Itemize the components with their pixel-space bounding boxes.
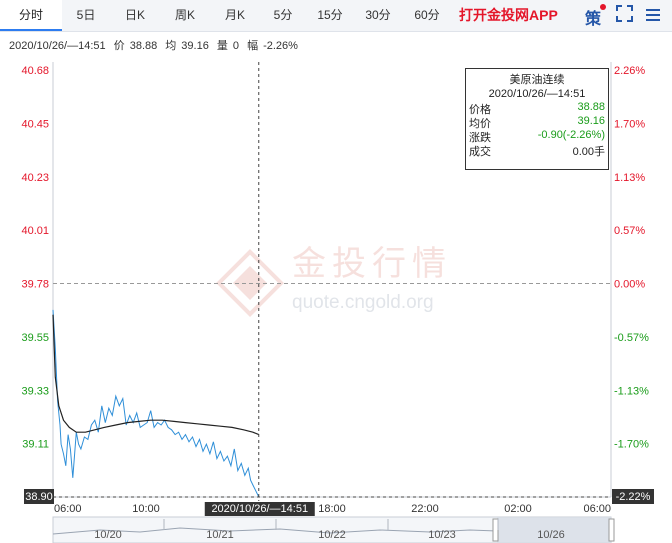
y-tick-label: 39.78 bbox=[21, 279, 49, 291]
tooltip-row-value: 38.88 bbox=[577, 101, 605, 113]
period-tab-bar: 分时 5日 日K 周K 月K 5分 15分 30分 60分 打开金投网APP 策 bbox=[0, 0, 672, 32]
notification-dot-icon bbox=[600, 4, 606, 10]
tooltip-datetime: 2020/10/26/—14:51 bbox=[488, 88, 586, 100]
watermark: 金投行情 quote.cngold.org bbox=[216, 245, 452, 317]
fullscreen-icon[interactable] bbox=[616, 5, 633, 22]
policy-icon[interactable]: 策 bbox=[585, 9, 602, 28]
pct-tick-label: -1.70% bbox=[614, 439, 649, 451]
watermark-url: quote.cngold.org bbox=[292, 292, 434, 313]
info-price-label: 价 bbox=[113, 40, 125, 52]
info-volume-label: 量 bbox=[216, 40, 228, 52]
y-tick-label: 39.33 bbox=[21, 385, 49, 397]
price-series-line bbox=[52, 309, 260, 498]
pct-tick-label: 2.26% bbox=[614, 65, 645, 77]
y-tick-label: 40.01 bbox=[21, 225, 49, 237]
tooltip-row-label: 均价 bbox=[469, 118, 491, 130]
x-tick-label: 02:00 bbox=[504, 503, 532, 515]
tooltip-row-label: 涨跌 bbox=[469, 132, 491, 144]
time-navigator[interactable]: 10/20 10/21 10/22 10/23 10/26 bbox=[52, 516, 615, 543]
tab-15min[interactable]: 15分 bbox=[317, 8, 343, 22]
info-avg-label: 均 bbox=[165, 40, 177, 52]
info-datetime: 2020/10/26/—14:51 bbox=[9, 40, 106, 52]
info-change: -2.26% bbox=[263, 40, 298, 52]
tab-weekly-k[interactable]: 周K bbox=[174, 8, 195, 22]
navigator-right-handle bbox=[608, 518, 615, 542]
navigator-date-label: 10/26 bbox=[537, 529, 565, 541]
tooltip-row-value: -0.90(-2.26%) bbox=[537, 129, 605, 141]
x-tick-label: 06:00 bbox=[54, 503, 82, 515]
tooltip-box: 美原油连续 2020/10/26/—14:51 价格 38.88 均价 39.1… bbox=[465, 68, 609, 170]
tab-monthly-k[interactable]: 月K bbox=[224, 8, 245, 22]
tab-intraday[interactable]: 分时 bbox=[0, 0, 62, 31]
tab-5day[interactable]: 5日 bbox=[76, 8, 96, 22]
y-tick-label: 40.23 bbox=[21, 172, 49, 184]
y-tick-label: 39.11 bbox=[22, 439, 49, 451]
pct-tick-label: 1.70% bbox=[614, 118, 645, 130]
watermark-title: 金投行情 bbox=[292, 245, 452, 283]
tooltip-row: 成交 0.00手 bbox=[466, 143, 608, 158]
crosshair-pct-label-box bbox=[612, 489, 654, 504]
pct-tick-label: -0.57% bbox=[614, 332, 649, 344]
navigator-date-label: 10/20 bbox=[94, 529, 122, 541]
crosshair-x-label-box bbox=[204, 502, 315, 516]
tooltip-row-value: 39.16 bbox=[577, 115, 605, 127]
navigator-selection bbox=[497, 517, 611, 543]
tooltip-row-value: 0.00手 bbox=[572, 146, 605, 158]
navigator-date-label: 10/22 bbox=[318, 529, 346, 541]
tooltip-row-label: 价格 bbox=[469, 104, 491, 116]
tooltip-row: 均价 39.16 bbox=[466, 115, 608, 130]
tab-30min[interactable]: 30分 bbox=[365, 8, 391, 22]
average-series-line bbox=[52, 314, 260, 436]
tab-5min[interactable]: 5分 bbox=[273, 8, 293, 22]
menu-icon[interactable] bbox=[646, 9, 660, 21]
y-tick-label: 40.68 bbox=[21, 65, 49, 77]
tooltip-row: 价格 38.88 bbox=[466, 101, 608, 116]
crosshair-y-label-box bbox=[24, 489, 54, 504]
info-volume: 0 bbox=[232, 40, 240, 52]
tooltip-row: 涨跌 -0.90(-2.26%) bbox=[466, 129, 608, 144]
pct-tick-label: 0.00% bbox=[614, 279, 645, 291]
info-price: 38.88 bbox=[129, 40, 158, 52]
pct-tick-label: -1.13% bbox=[614, 385, 649, 397]
open-app-link[interactable]: 打开金投网APP bbox=[459, 7, 558, 23]
x-tick-label: 22:00 bbox=[411, 503, 439, 515]
pct-tick-label: 0.57% bbox=[614, 225, 645, 237]
x-tick-label: 06:00 bbox=[583, 503, 611, 515]
tab-60min[interactable]: 60分 bbox=[414, 8, 440, 22]
pct-tick-label: 1.13% bbox=[614, 172, 645, 184]
navigator-date-label: 10/23 bbox=[428, 529, 456, 541]
crosshair: 38.90 -2.22% 2020/10/26/—14:51 bbox=[24, 62, 654, 516]
info-avg: 39.16 bbox=[181, 40, 209, 52]
y-tick-label: 39.55 bbox=[21, 332, 49, 344]
intraday-chart[interactable]: 金投行情 quote.cngold.org 40.68 2.26% 40.45 1.7… bbox=[0, 51, 672, 543]
crosshair-x-label: 2020/10/26/—14:51 bbox=[211, 503, 308, 515]
crosshair-y-label: 38.90 bbox=[25, 491, 53, 503]
x-tick-label: 18:00 bbox=[318, 503, 346, 515]
info-change-label: 幅 bbox=[247, 40, 259, 52]
tooltip-title: 美原油连续 bbox=[509, 74, 565, 86]
navigator-date-label: 10/21 bbox=[206, 529, 234, 541]
navigator-left-handle bbox=[492, 518, 499, 542]
chart-series bbox=[52, 309, 260, 498]
crosshair-pct-label: -2.22% bbox=[616, 491, 651, 503]
navigator-overview-line bbox=[52, 527, 498, 535]
tooltip-row-label: 成交 bbox=[469, 146, 491, 158]
y-tick-label: 40.45 bbox=[21, 118, 49, 130]
tab-daily-k[interactable]: 日K bbox=[124, 8, 145, 22]
x-tick-label: 10:00 bbox=[132, 503, 160, 515]
